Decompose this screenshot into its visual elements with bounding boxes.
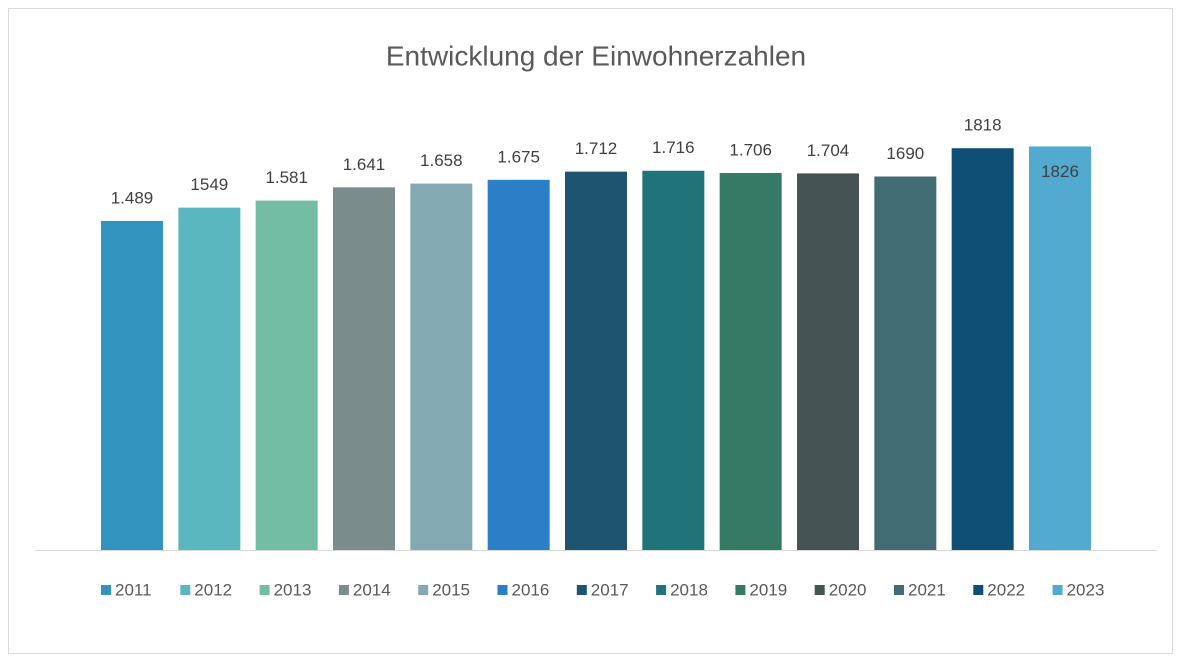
data-label: 1.716 <box>652 138 695 157</box>
data-label: 1.641 <box>343 155 386 174</box>
legend-swatch <box>894 585 904 595</box>
data-label: 1690 <box>886 144 924 163</box>
legend-label: 2011 <box>115 580 152 599</box>
bar <box>487 179 550 550</box>
legend-swatch <box>973 585 984 595</box>
legend-label: 2016 <box>512 580 550 599</box>
legend-swatch <box>497 585 508 595</box>
bar <box>255 200 318 550</box>
bar <box>874 176 937 550</box>
legend-label: 2023 <box>1067 580 1105 599</box>
legend-swatch <box>814 585 825 595</box>
bar <box>333 187 395 551</box>
bar <box>101 220 163 550</box>
data-label: 1.489 <box>111 188 154 207</box>
data-label: 1.581 <box>265 168 308 187</box>
legend-swatch <box>576 585 587 595</box>
data-label: 1.704 <box>807 141 850 160</box>
chart-title: Entwicklung der Einwohnerzahlen <box>386 40 806 71</box>
legend-label: 2019 <box>749 580 787 599</box>
legend-label: 2013 <box>274 580 312 599</box>
bar <box>719 172 782 550</box>
legend-swatch <box>656 585 667 595</box>
bar <box>178 207 241 550</box>
legend-swatch <box>338 585 349 595</box>
legend-swatch <box>418 585 429 595</box>
bar <box>951 148 1014 551</box>
data-label: 1.712 <box>575 139 618 158</box>
bar <box>565 171 627 550</box>
legend-label: 2014 <box>353 580 391 599</box>
legend-swatch <box>101 585 111 595</box>
legend-swatch <box>735 585 746 595</box>
legend-label: 2015 <box>432 580 470 599</box>
bar <box>797 173 859 550</box>
legend-swatch <box>259 585 270 595</box>
legend-label: 2021 <box>908 580 946 599</box>
data-label: 1.658 <box>420 151 463 170</box>
legend-label: 2020 <box>829 580 867 599</box>
bar <box>410 183 473 550</box>
legend-label: 2018 <box>670 580 708 599</box>
data-label: 1549 <box>190 175 228 194</box>
data-label: 1818 <box>964 116 1002 135</box>
bar <box>1029 146 1091 551</box>
legend-label: 2012 <box>194 580 232 599</box>
legend-swatch <box>1052 585 1063 595</box>
legend-label: 2022 <box>987 580 1025 599</box>
data-label: 1826 <box>1041 162 1079 181</box>
data-label: 1.706 <box>729 140 772 159</box>
legend-label: 2017 <box>591 580 629 599</box>
bar <box>642 170 705 550</box>
legend-swatch <box>180 585 191 595</box>
data-label: 1.675 <box>497 147 540 166</box>
